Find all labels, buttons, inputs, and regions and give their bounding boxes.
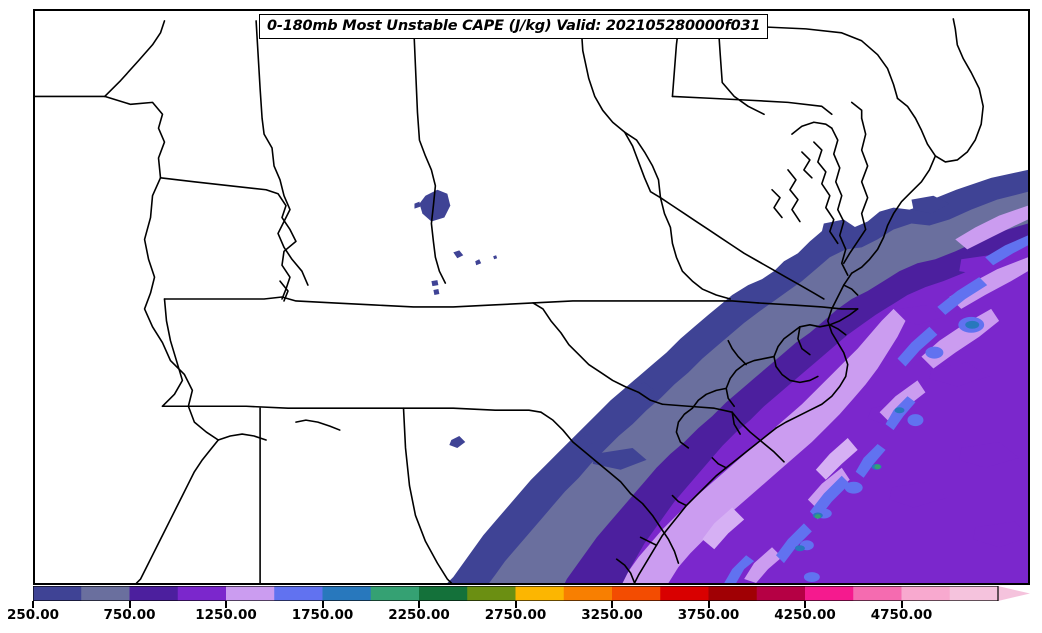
colorbar-tick-label: 2750.00	[484, 607, 547, 623]
colorbar-segment	[660, 586, 710, 601]
colorbar-tick	[128, 601, 131, 608]
colorbar-tick	[32, 601, 34, 608]
colorbar-segment	[563, 586, 613, 601]
colorbar-tick-label: 3750.00	[677, 607, 740, 623]
colorbar-segment	[901, 586, 951, 601]
map-frame	[33, 9, 1030, 585]
cape-inland-patches	[414, 189, 655, 470]
colorbar: 250.00 750.00 1250.00 1750.00 2250.00 2750.00…	[7, 585, 1030, 633]
colorbar-tick	[707, 601, 710, 608]
colorbar-tick-label: 3250.00	[581, 607, 643, 623]
political-boundaries	[35, 18, 984, 583]
colorbar-tick	[514, 601, 517, 608]
colorbar-segment	[515, 586, 565, 601]
colorbar-segment	[419, 586, 468, 601]
colorbar-segment	[756, 586, 806, 601]
colorbar-extend-max-arrow	[998, 586, 1030, 601]
colorbar-tick	[225, 601, 227, 608]
map-canvas	[35, 11, 1028, 583]
colorbar-segment	[370, 586, 420, 601]
colorbar-segment	[612, 586, 661, 601]
colorbar-tick-label: 4750.00	[870, 607, 933, 623]
colorbar-segment	[177, 586, 227, 601]
colorbar-tick-label: 4250.00	[774, 607, 836, 623]
colorbar-ticks	[32, 601, 1030, 608]
colorbar-segment	[81, 586, 131, 601]
cape-contour-1500-1750	[702, 438, 858, 550]
colorbar-segment	[33, 586, 82, 601]
colorbar-tick-label: 750.00	[103, 607, 156, 623]
colorbar-tick-label: 250.00	[6, 607, 60, 623]
colorbar-segment	[805, 586, 854, 601]
colorbar-gradient[interactable]	[33, 586, 1030, 601]
colorbar-segment	[949, 586, 999, 601]
colorbar-tick	[321, 601, 324, 608]
colorbar-tick	[418, 601, 420, 608]
colorbar-segment	[708, 586, 758, 601]
colorbar-tick	[611, 601, 613, 608]
map-title: 0-180mb Most Unstable CAPE (J/kg) Valid:…	[259, 14, 769, 39]
colorbar-segment	[467, 586, 517, 601]
colorbar-tick-label: 1750.00	[291, 607, 354, 623]
colorbar-tick-label: 2250.00	[388, 607, 450, 623]
colorbar-tick	[900, 601, 903, 608]
colorbar-tick-label: 1250.00	[195, 607, 257, 623]
colorbar-segment	[274, 586, 324, 601]
cape-contour-1750-2000	[724, 235, 1028, 583]
colorbar-segment	[322, 586, 372, 601]
cape-contour-2250-2500	[814, 464, 881, 519]
colorbar-segment	[226, 586, 275, 601]
colorbar-segment	[853, 586, 903, 601]
colorbar-segment	[129, 586, 179, 601]
colorbar-tick	[804, 601, 806, 608]
colorbar-tick-labels: 250.00 750.00 1250.00 1750.00 2250.00 2750.00…	[0, 607, 1042, 631]
